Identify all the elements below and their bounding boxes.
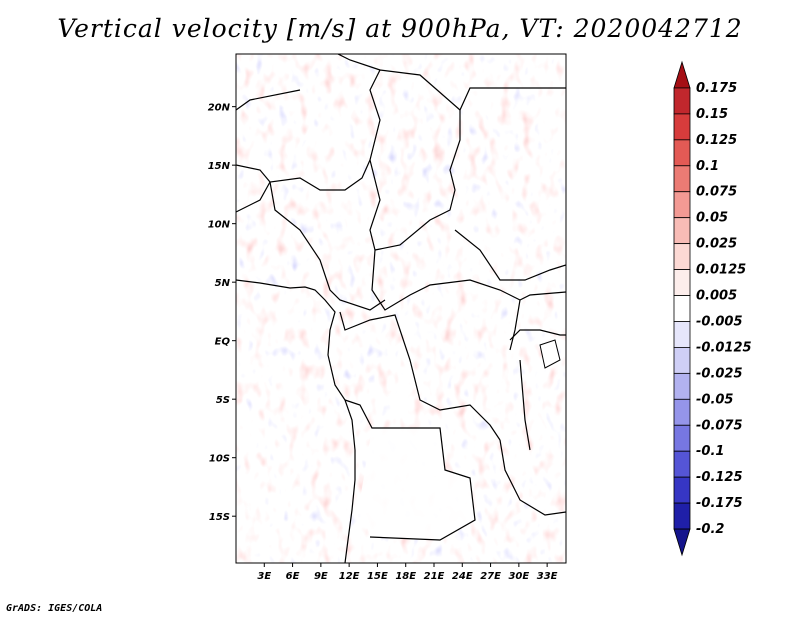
lon-tick-label: 27E [480,571,501,582]
colorbar-swatch [673,87,691,115]
lat-tick-label: EQ [215,337,231,348]
lon-tick-label: 12E [339,571,360,582]
map-frame [235,53,567,564]
colorbar-swatch [673,372,691,400]
colorbar-label: -0.175 [696,496,743,511]
colorbar-label: -0.05 [696,392,733,407]
colorbar-label: 0.05 [696,211,728,226]
colorbar-swatch [673,217,691,245]
colorbar-label: 0.1 [696,159,719,174]
lon-tick-label: 15E [367,571,388,582]
lon-tick-label: 9E [314,571,328,582]
colorbar-swatch [673,424,691,452]
colorbar-swatch [673,528,691,557]
colorbar-label: -0.025 [696,366,743,381]
colorbar-swatch [673,450,691,478]
colorbar-swatch [673,243,691,270]
lat-tick-label: 5N [215,278,231,289]
colorbar-swatch [673,113,691,141]
lon-tick-label: 18E [395,571,416,582]
colorbar-swatch [673,269,691,296]
colorbar-swatch [673,191,691,219]
calm-region [360,428,475,540]
colorbar-label: -0.0125 [696,340,752,355]
lon-tick-label: 33E [537,571,558,582]
lon-tick-label: 30E [508,571,529,582]
lat-tick-label: 10N [208,220,231,231]
lon-tick-label: 6E [286,571,300,582]
colorbar-label: 0.0125 [696,263,746,278]
colorbar-swatch [673,60,691,89]
colorbar: 0.175 0.15 0.125 0.1 0.075 0.05 0.025 0.0125 0.0… [673,60,752,557]
footer-credit: GrADS: IGES/COLA [6,603,103,614]
colorbar-swatch [673,502,691,530]
colorbar-label: 0.15 [696,107,728,122]
lat-tick-label: 15N [208,161,231,172]
lon-tick-label: 24E [452,571,473,582]
colorbar-label: -0.2 [696,522,724,537]
colorbar-swatch [673,139,691,167]
colorbar-swatch [673,321,691,348]
colorbar-label: 0.025 [696,237,737,252]
lat-tick-label: 5S [216,395,230,406]
colorbar-label: -0.125 [696,470,743,485]
colorbar-label: -0.075 [696,418,743,433]
colorbar-swatch [673,347,691,374]
latitude-axis: 20N 15N 10N 5N EQ 5S 10S 15S [208,103,236,523]
colorbar-swatch [673,165,691,193]
lon-tick-label: 3E [257,571,271,582]
colorbar-label: 0.005 [696,289,737,304]
lat-tick-label: 15S [209,512,230,523]
colorbar-label: -0.005 [696,314,743,329]
colorbar-label: -0.1 [696,444,724,459]
map-title: Vertical velocity [m/s] at 900hPa, VT: 2… [57,14,743,43]
lat-tick-label: 20N [208,103,231,114]
country-borders [236,54,566,563]
lat-tick-label: 10S [209,454,230,465]
colorbar-label: 0.125 [696,133,737,148]
lon-tick-label: 21E [424,571,445,582]
colorbar-swatch [673,295,691,322]
colorbar-label: 0.175 [696,81,737,96]
longitude-axis: 3E 6E 9E 12E 15E 18E 21E 24E 27E 30E 33E [257,563,558,582]
colorbar-swatch [673,398,691,426]
colorbar-swatch [673,476,691,504]
colorbar-label: 0.075 [696,185,737,200]
